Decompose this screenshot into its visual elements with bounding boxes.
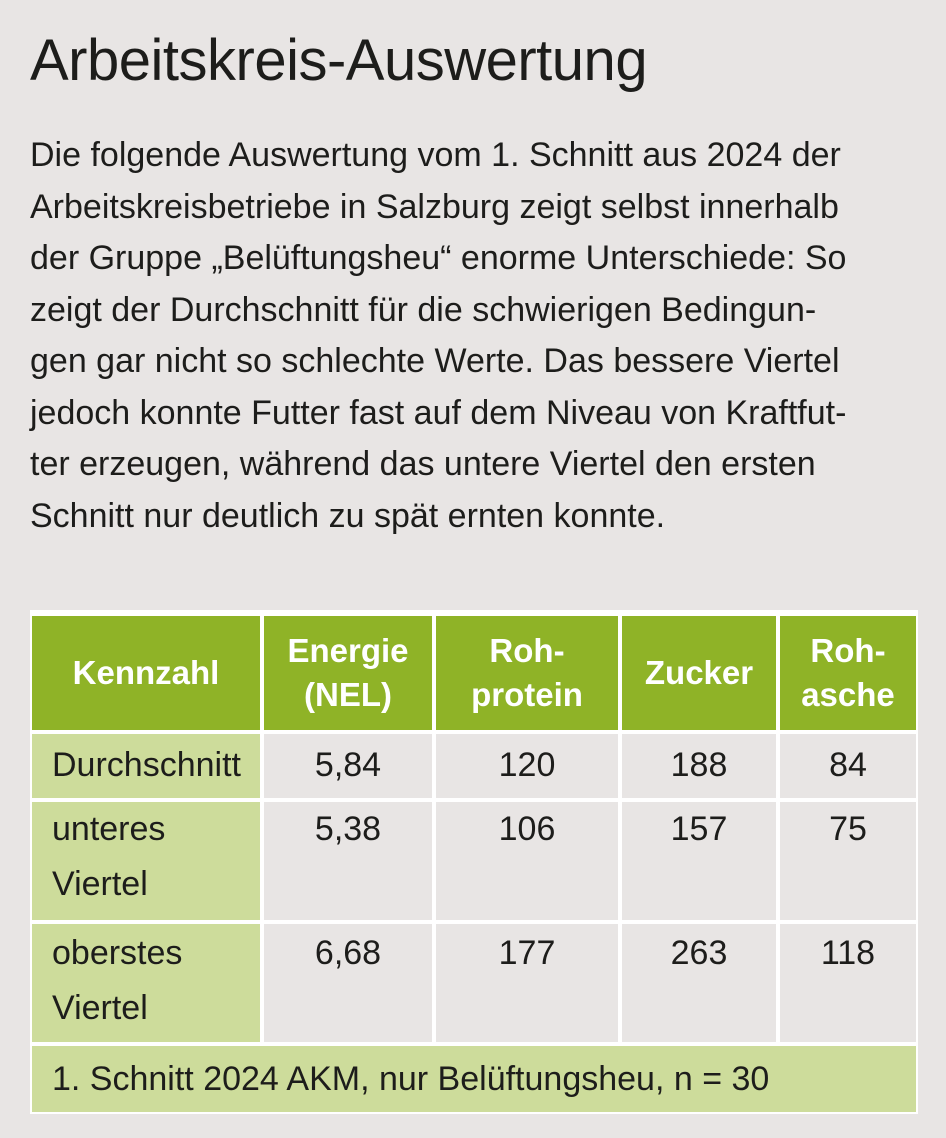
table-cell: 118 <box>780 924 916 1042</box>
column-header-energie: Energie (NEL) <box>264 616 432 730</box>
table-cell: 177 <box>436 924 618 1042</box>
column-header-zucker: Zucker <box>622 616 776 730</box>
intro-line: zeigt der Durchschnitt für die schwierig… <box>30 290 817 329</box>
row-label-text: Viertel <box>52 989 148 1027</box>
page-title: Arbeitskreis-Auswertung <box>30 28 648 93</box>
row-label-text: unteres <box>52 810 166 848</box>
table-footnote: 1. Schnitt 2024 AKM, nur Belüftungsheu, … <box>32 1046 916 1112</box>
row-label-durchschnitt: Durchschnitt <box>32 734 260 798</box>
intro-line: Arbeitskreisbetriebe in Salzburg zeigt s… <box>30 187 839 226</box>
intro-line: ter erzeugen, während das untere Viertel… <box>30 445 816 483</box>
intro-line: Die folgende Auswertung vom 1. Schnitt a… <box>30 136 841 174</box>
header-text: Kennzahl <box>72 654 220 691</box>
table-cell: 6,68 <box>264 924 432 1042</box>
column-header-rohprotein: Roh- protein <box>436 616 618 730</box>
table-cell: 106 <box>436 802 618 920</box>
header-text: Roh- <box>489 632 565 669</box>
row-label-oberstes-viertel: oberstes Viertel <box>32 924 260 1042</box>
table-cell: 5,38 <box>264 802 432 920</box>
header-text: (NEL) <box>304 676 392 713</box>
table-cell: 157 <box>622 802 776 920</box>
intro-line: gen gar nicht so schlechte Werte. Das be… <box>30 342 840 380</box>
intro-paragraph: Die folgende Auswertung vom 1. Schnitt a… <box>30 130 910 542</box>
intro-line: jedoch konnte Futter fast auf dem Niveau… <box>30 393 847 432</box>
table-cell: 188 <box>622 734 776 798</box>
table-cell: 5,84 <box>264 734 432 798</box>
column-header-kennzahl: Kennzahl <box>32 616 260 730</box>
intro-line: der Gruppe „Belüftungsheu“ enorme Unters… <box>30 239 847 277</box>
header-text: Roh- <box>810 632 886 669</box>
table-cell: 120 <box>436 734 618 798</box>
table-cell: 263 <box>622 924 776 1042</box>
table-cell: 75 <box>780 802 916 920</box>
row-label-text: oberstes <box>52 934 183 972</box>
header-text: Zucker <box>644 654 754 691</box>
intro-line: Schnitt nur deutlich zu spät ernten konn… <box>30 496 666 535</box>
table-cell: 84 <box>780 734 916 798</box>
header-text: asche <box>801 676 895 713</box>
row-label-text: Durchschnitt <box>52 746 241 784</box>
header-text: Energie <box>287 632 409 669</box>
header-text: protein <box>471 676 583 713</box>
row-label-text: Viertel <box>52 865 148 903</box>
row-label-unteres-viertel: unteres Viertel <box>32 802 260 920</box>
results-table: Kennzahl Energie (NEL) Roh- protein Zuck… <box>30 610 918 1114</box>
column-header-rohasche: Roh- asche <box>780 616 916 730</box>
